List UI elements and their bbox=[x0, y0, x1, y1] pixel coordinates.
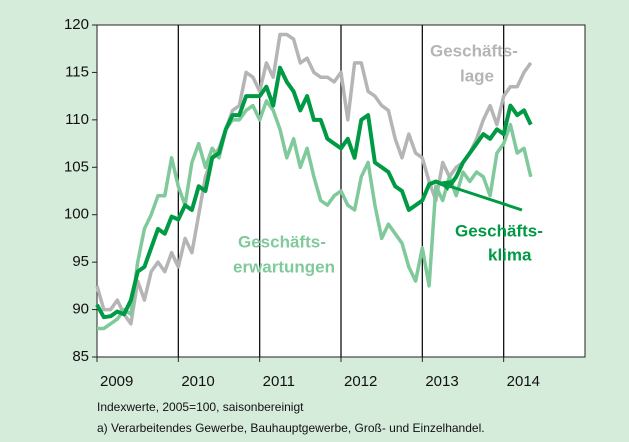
x-tick-label: 2013 bbox=[425, 373, 458, 390]
x-tick-label: 2010 bbox=[181, 373, 214, 390]
x-tick-label: 2012 bbox=[344, 373, 377, 390]
arrow bbox=[445, 183, 523, 212]
x-tick-label: 2009 bbox=[100, 373, 133, 390]
lines bbox=[95, 25, 533, 357]
series-line bbox=[95, 32, 533, 326]
x-tick-label: 2011 bbox=[263, 373, 295, 390]
y-tick-label: 115 bbox=[65, 63, 89, 80]
series-label: Geschäfts- bbox=[430, 41, 518, 60]
series-line bbox=[95, 65, 533, 320]
arrowhead bbox=[438, 180, 452, 191]
note: a) Verarbeitendes Gewerbe, Bauhauptgewer… bbox=[97, 421, 485, 435]
series-label: klima bbox=[488, 245, 532, 264]
y-tick-label: 85 bbox=[72, 348, 89, 365]
series-label: Geschäfts- bbox=[238, 232, 326, 251]
series-label: Geschäfts- bbox=[455, 221, 543, 240]
y-tick-label: 110 bbox=[65, 111, 89, 128]
y-tick-label: 100 bbox=[64, 206, 89, 223]
y-tick-label: 105 bbox=[64, 158, 89, 175]
series-label: erwartungen bbox=[233, 257, 335, 276]
note: Indexwerte, 2005=100, saisonbereinigt bbox=[97, 400, 304, 414]
y-tick-label: 95 bbox=[72, 253, 89, 270]
series-label: lage bbox=[460, 66, 494, 85]
y-tick-label: 90 bbox=[72, 301, 89, 318]
y-tick-label: 120 bbox=[64, 16, 89, 33]
x-tick-label: 2014 bbox=[507, 373, 540, 390]
